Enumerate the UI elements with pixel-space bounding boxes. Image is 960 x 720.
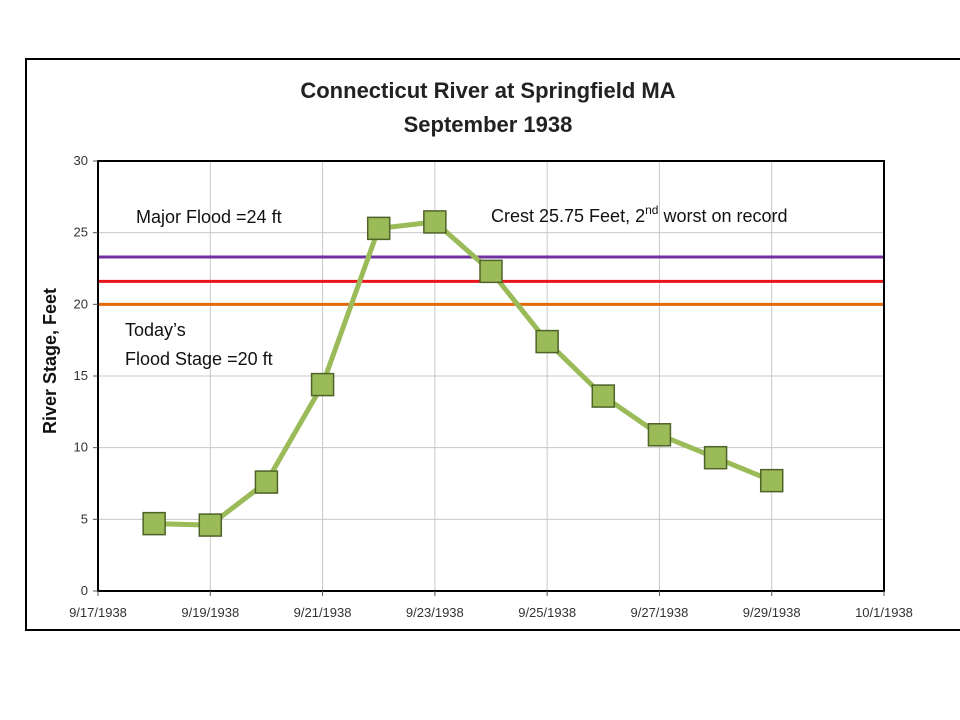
- chart-subtitle: September 1938: [404, 112, 573, 137]
- x-tick-label: 9/17/1938: [69, 605, 127, 620]
- river-stage-point: [142, 511, 166, 536]
- crest-annotation-superscript: nd: [645, 203, 658, 217]
- flood-stage-annotation: Flood Stage =20 ft: [125, 349, 273, 369]
- x-tick-label: 9/19/1938: [181, 605, 239, 620]
- chart: Connecticut River at Springfield MA Sept…: [40, 78, 913, 620]
- river-stage-point: [310, 372, 335, 397]
- y-tick-label: 20: [74, 296, 88, 311]
- river-stage-point: [366, 216, 391, 241]
- river-stage-line: [154, 219, 773, 528]
- river-stage-point: [254, 470, 279, 494]
- river-stage-point: [591, 384, 616, 408]
- y-tick-label: 15: [74, 368, 88, 383]
- y-tick-label: 0: [81, 583, 88, 598]
- x-tick-label: 9/23/1938: [406, 605, 464, 620]
- crest-annotation-tail: worst on record: [658, 206, 787, 226]
- river-stage-point: [535, 329, 559, 354]
- y-tick-label: 10: [74, 440, 88, 455]
- river-stage-point: [759, 468, 784, 493]
- river-stage-point: [703, 445, 728, 470]
- x-tick-label: 10/1/1938: [855, 605, 913, 620]
- y-axis-label: River Stage, Feet: [40, 288, 60, 434]
- x-tick-label: 9/27/1938: [631, 605, 689, 620]
- y-tick-label: 25: [74, 225, 88, 240]
- todays-annotation: Today’s: [125, 320, 186, 340]
- x-tick-label: 9/25/1938: [518, 605, 576, 620]
- river-stage-point: [479, 259, 503, 284]
- crest-annotation: Crest 25.75 Feet, 2nd worst on record: [491, 203, 788, 226]
- y-tick-label: 5: [81, 511, 88, 526]
- major-flood-annotation: Major Flood =24 ft: [136, 207, 282, 227]
- river-stage-point: [198, 513, 223, 537]
- x-tick-label: 9/21/1938: [294, 605, 352, 620]
- y-tick-label: 30: [74, 153, 88, 168]
- river-stage-point: [423, 210, 447, 234]
- x-tick-label: 9/29/1938: [743, 605, 801, 620]
- river-stage-point: [647, 423, 672, 447]
- chart-title: Connecticut River at Springfield MA: [300, 78, 675, 103]
- chart-frame: Connecticut River at Springfield MA Sept…: [25, 58, 960, 631]
- crest-annotation-main: Crest 25.75 Feet, 2: [491, 206, 645, 226]
